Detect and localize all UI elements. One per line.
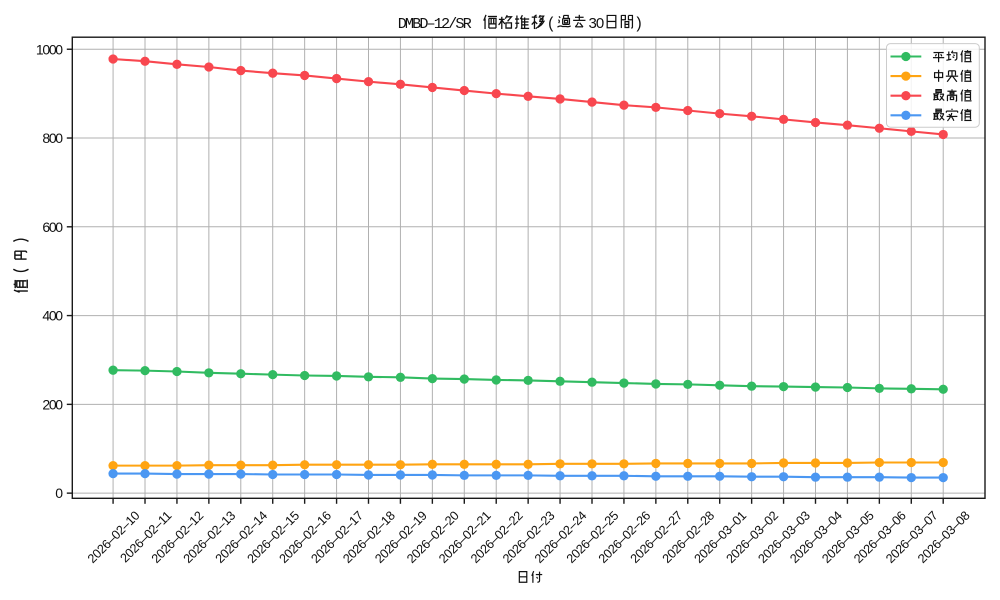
svg-text:600: 600 (42, 219, 63, 235)
svg-text:(: ( (547, 15, 556, 33)
svg-text:DMBD–12/SR: DMBD–12/SR (398, 15, 472, 33)
svg-text:30: 30 (589, 15, 604, 32)
svg-text:800: 800 (42, 130, 63, 146)
svg-text:): ) (634, 15, 643, 33)
svg-text:0: 0 (55, 485, 63, 501)
svg-text:1000: 1000 (36, 41, 63, 57)
svg-text:200: 200 (42, 396, 63, 412)
svg-text:400: 400 (42, 308, 63, 324)
